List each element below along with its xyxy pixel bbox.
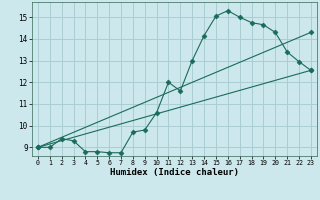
X-axis label: Humidex (Indice chaleur): Humidex (Indice chaleur) (110, 168, 239, 177)
